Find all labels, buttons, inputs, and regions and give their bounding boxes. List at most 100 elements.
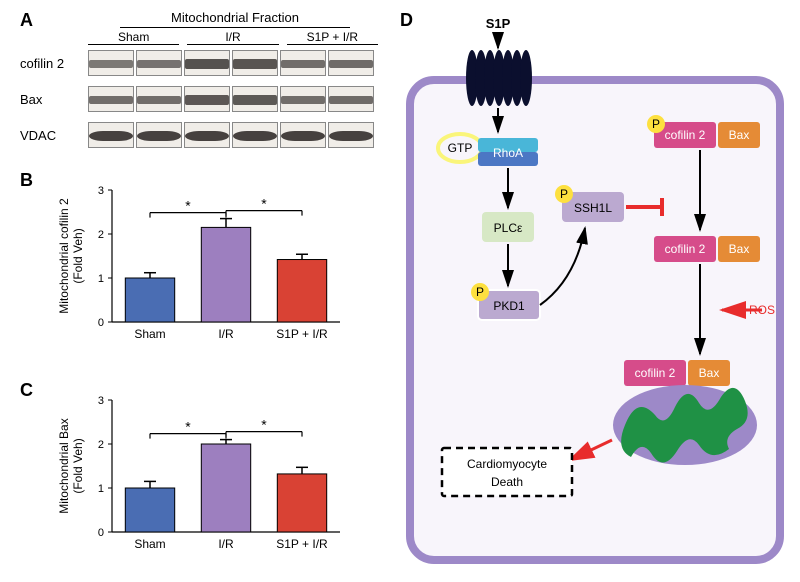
xtick-label: Sham <box>134 327 165 341</box>
cond-s1pir: S1P + I/R <box>287 30 378 44</box>
panel-b-label: B <box>20 170 33 191</box>
blot-lane <box>184 50 230 76</box>
p-label: P <box>652 117 660 131</box>
band <box>233 131 277 141</box>
chart-b: 0 1 2 3 Mitochondrial cofilin 2(Fold Veh) Sha… <box>50 170 370 360</box>
blot-cofilin2 <box>88 50 374 76</box>
panel-c-label: C <box>20 380 33 401</box>
death-label-1: Cardiomyocyte <box>467 457 547 471</box>
significance-star: * <box>185 419 191 435</box>
diagram-d: S1P GTP RhoA PLCε PKD1 P SSH1L Pcofilin 2 Bax Pco… <box>400 10 790 570</box>
xtick-label: I/R <box>218 327 234 341</box>
ytick-label: 0 <box>98 317 104 329</box>
bar <box>125 488 174 532</box>
s1p-label: S1P <box>486 16 511 31</box>
y-axis-subtitle: (Fold Veh) <box>71 438 85 493</box>
xtick-label: I/R <box>218 537 234 551</box>
band <box>185 131 229 141</box>
ytick-label: 2 <box>98 229 104 241</box>
panel-a-title: Mitochondrial Fraction <box>120 10 350 28</box>
blot-lane <box>280 86 326 112</box>
ytick-label: 1 <box>98 483 104 495</box>
blot-lane <box>280 50 326 76</box>
ssh1l-label: SSH1L <box>574 201 612 215</box>
xtick-label: S1P + I/R <box>276 327 328 341</box>
ytick-label: 3 <box>98 395 104 407</box>
band <box>137 131 181 141</box>
rowlabel-bax: Bax <box>20 92 42 107</box>
blot-lane <box>184 86 230 112</box>
death-label-2: Death <box>491 475 523 489</box>
significance-star: * <box>261 417 267 433</box>
cofilin2-label: cofilin 2 <box>665 242 706 256</box>
band <box>281 96 325 104</box>
ytick-label: 2 <box>98 439 104 451</box>
xtick-label: S1P + I/R <box>276 537 328 551</box>
p-label: P <box>560 187 568 201</box>
blot-lane <box>232 50 278 76</box>
cond-ir: I/R <box>187 30 278 44</box>
blot-lane <box>88 122 134 148</box>
ytick-label: 0 <box>98 527 104 539</box>
band <box>233 59 277 68</box>
bax-label: Bax <box>729 242 750 256</box>
blot-lane <box>328 86 374 112</box>
ros-label: ROS <box>749 303 775 317</box>
blot-bax <box>88 86 374 112</box>
y-axis-subtitle: (Fold Veh) <box>71 228 85 283</box>
s1p-receptor-segment <box>520 50 532 106</box>
blot-lane <box>280 122 326 148</box>
blot-lane <box>328 50 374 76</box>
band <box>89 96 133 104</box>
bar <box>125 278 174 322</box>
rhoa-label: RhoA <box>493 146 523 160</box>
band <box>281 131 325 141</box>
blot-lane <box>88 86 134 112</box>
bar <box>277 260 326 322</box>
bar <box>277 474 326 532</box>
pkd1-label: PKD1 <box>493 299 525 313</box>
band <box>137 96 181 104</box>
xtick-label: Sham <box>134 537 165 551</box>
band <box>281 60 325 68</box>
ytick-label: 3 <box>98 185 104 197</box>
rowlabel-vdac: VDAC <box>20 128 56 143</box>
bar <box>201 444 250 532</box>
p-label: P <box>476 285 484 299</box>
chart-c: 0 1 2 3 Mitochondrial Bax(Fold Veh) Sham I/R S1… <box>50 380 370 570</box>
panel-a-label: A <box>20 10 33 31</box>
significance-star: * <box>261 196 267 212</box>
band <box>329 60 373 68</box>
bax-label: Bax <box>729 128 750 142</box>
band <box>185 59 229 69</box>
band <box>329 96 373 104</box>
blot-lane <box>136 50 182 76</box>
y-axis-title: Mitochondrial Bax <box>57 418 71 513</box>
band <box>329 131 373 141</box>
blot-lane <box>232 86 278 112</box>
plce-label: PLCε <box>494 221 523 235</box>
significance-star: * <box>185 198 191 214</box>
blot-lane <box>88 50 134 76</box>
band <box>137 60 181 68</box>
gtp-label: GTP <box>448 141 473 155</box>
bax-label: Bax <box>699 366 720 380</box>
band <box>185 95 229 104</box>
cofilin2-label: cofilin 2 <box>635 366 676 380</box>
blot-lane <box>328 122 374 148</box>
cond-sham: Sham <box>88 30 179 44</box>
rowlabel-cofilin2: cofilin 2 <box>20 56 64 71</box>
panel-a-conditions: Sham I/R S1P + I/R <box>88 30 378 45</box>
blot-lane <box>136 122 182 148</box>
blot-vdac <box>88 122 374 148</box>
blot-lane <box>184 122 230 148</box>
ytick-label: 1 <box>98 273 104 285</box>
blot-lane <box>232 122 278 148</box>
band <box>89 131 133 141</box>
cofilin2-label: cofilin 2 <box>665 128 706 142</box>
y-axis-title: Mitochondrial cofilin 2 <box>57 198 71 314</box>
band <box>89 60 133 67</box>
band <box>233 95 277 104</box>
bar <box>201 227 250 322</box>
blot-lane <box>136 86 182 112</box>
